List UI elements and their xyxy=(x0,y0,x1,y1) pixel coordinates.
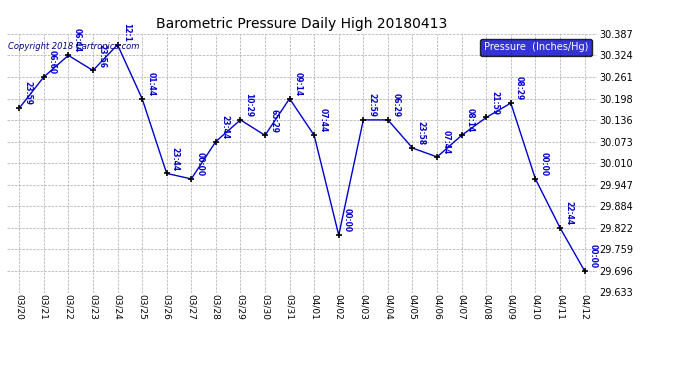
Text: 01:44: 01:44 xyxy=(146,72,155,96)
Text: 00:00: 00:00 xyxy=(540,152,549,176)
Text: 23:58: 23:58 xyxy=(417,121,426,145)
Title: Barometric Pressure Daily High 20180413: Barometric Pressure Daily High 20180413 xyxy=(156,17,448,31)
Text: 00:00: 00:00 xyxy=(343,208,352,232)
Legend: Pressure  (Inches/Hg): Pressure (Inches/Hg) xyxy=(480,39,592,56)
Text: 08:14: 08:14 xyxy=(466,108,475,132)
Text: 06:29: 06:29 xyxy=(392,93,401,117)
Text: 23:56: 23:56 xyxy=(97,44,106,68)
Text: 07:44: 07:44 xyxy=(441,130,451,154)
Text: 09:14: 09:14 xyxy=(294,72,303,96)
Text: 23:44: 23:44 xyxy=(171,147,180,171)
Text: 22:44: 22:44 xyxy=(564,201,573,225)
Text: 10:29: 10:29 xyxy=(244,93,254,117)
Text: 22:59: 22:59 xyxy=(368,93,377,117)
Text: 21:59: 21:59 xyxy=(491,91,500,115)
Text: 23:59: 23:59 xyxy=(23,81,32,105)
Text: 23:44: 23:44 xyxy=(220,115,229,139)
Text: 00:00: 00:00 xyxy=(195,152,204,176)
Text: 07:44: 07:44 xyxy=(318,108,327,132)
Text: 06:44: 06:44 xyxy=(72,28,81,53)
Text: 12:1: 12:1 xyxy=(121,23,130,42)
Text: 65:29: 65:29 xyxy=(269,108,278,132)
Text: 00:00: 00:00 xyxy=(589,244,598,268)
Text: 06:60: 06:60 xyxy=(48,50,57,74)
Text: Copyright 2018 Cartronics.com: Copyright 2018 Cartronics.com xyxy=(8,42,139,51)
Text: 08:29: 08:29 xyxy=(515,76,524,100)
